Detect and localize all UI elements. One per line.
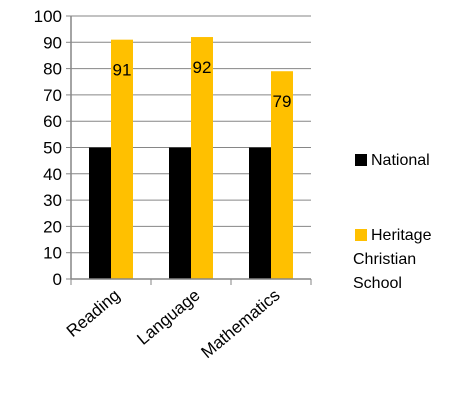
x-tick-label: Mathematics (198, 286, 284, 363)
y-tick-label: 20 (43, 217, 62, 236)
data-label: 79 (273, 92, 292, 111)
y-tick-label: 70 (43, 86, 62, 105)
legend-label: Christian (353, 251, 416, 268)
y-tick-label: 60 (43, 112, 62, 131)
legend: National Heritage Christian School (353, 152, 432, 292)
bar-mathematics-heritage (271, 71, 293, 279)
data-label: 92 (193, 58, 212, 77)
data-labels: 91 92 79 (113, 58, 292, 111)
x-tick-label: Reading (63, 286, 124, 341)
legend-label: School (353, 275, 402, 292)
y-tick-label: 80 (43, 60, 62, 79)
y-tick-label: 0 (53, 270, 62, 289)
bars (89, 37, 293, 279)
data-label: 91 (113, 61, 132, 80)
bar-reading-national (89, 147, 111, 279)
bar-language-national (169, 147, 191, 279)
axes (66, 15, 312, 285)
y-tick-label: 100 (34, 7, 62, 26)
y-tick-label: 40 (43, 165, 62, 184)
y-tick-label: 90 (43, 33, 62, 52)
legend-swatch-national (355, 154, 367, 166)
x-tick-label: Language (133, 286, 203, 349)
legend-swatch-heritage (355, 229, 367, 241)
legend-label: National (371, 152, 430, 169)
y-tick-labels: 0 10 20 30 40 50 60 70 80 90 100 (34, 7, 62, 289)
y-tick-label: 30 (43, 191, 62, 210)
legend-label: Heritage (371, 227, 432, 244)
bar-mathematics-national (249, 147, 271, 279)
bar-reading-heritage (111, 39, 133, 279)
y-tick-label: 10 (43, 244, 62, 263)
bar-language-heritage (191, 37, 213, 279)
y-tick-label: 50 (43, 139, 62, 158)
